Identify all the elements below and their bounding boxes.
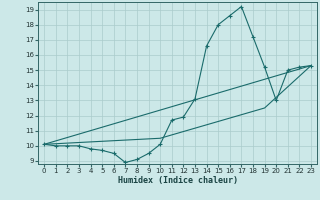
X-axis label: Humidex (Indice chaleur): Humidex (Indice chaleur) xyxy=(118,176,238,185)
